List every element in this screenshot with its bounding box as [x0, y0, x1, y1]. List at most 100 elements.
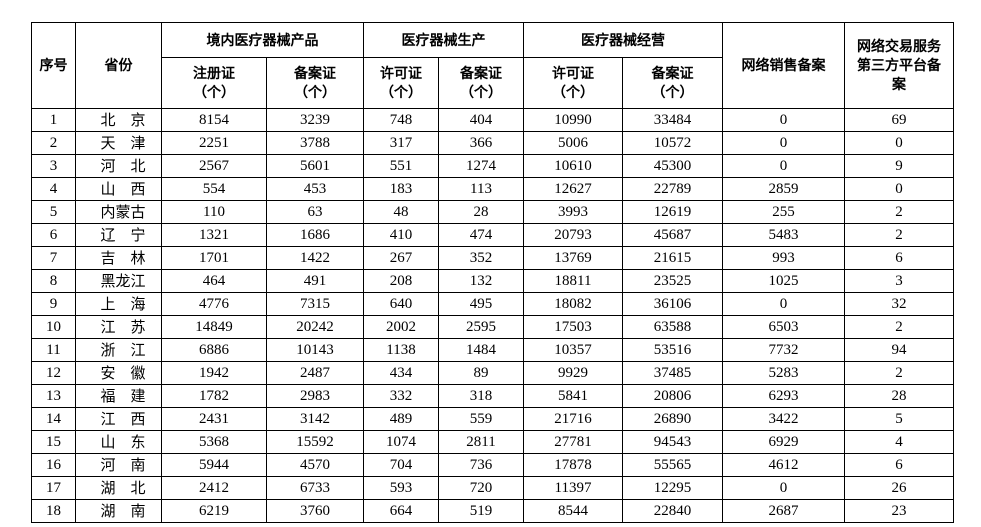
cell-registration-cert: 464 — [161, 269, 267, 293]
header-serial: 序号 — [31, 22, 76, 109]
cell-license-operation: 18811 — [523, 269, 623, 293]
cell-filing-cert-products: 3239 — [266, 108, 364, 132]
cell-filing-cert-products: 4570 — [266, 453, 364, 477]
cell-filing-cert-products: 3760 — [266, 499, 364, 523]
subheader-label: 备案证 — [651, 65, 694, 82]
cell-license-production: 551 — [363, 154, 439, 178]
row-province-name: 天津 — [75, 131, 162, 155]
cell-license-operation: 18082 — [523, 292, 623, 316]
cell-license-operation: 10357 — [523, 338, 623, 362]
cell-registration-cert: 2251 — [161, 131, 267, 155]
cell-filing-cert-production: 736 — [438, 453, 524, 477]
row-province-name: 吉林 — [75, 246, 162, 270]
table-row: 12 安徽 1942 2487 434 89 9929 37485 5283 2 — [31, 361, 954, 385]
table-row: 16 河南 5944 4570 704 736 17878 55565 4612 6 — [31, 453, 954, 477]
table-row: 6 辽宁 1321 1686 410 474 20793 45687 5483 2 — [31, 223, 954, 247]
cell-filing-cert-production: 28 — [438, 200, 524, 224]
cell-registration-cert: 5368 — [161, 430, 267, 454]
cell-license-production: 489 — [363, 407, 439, 431]
row-province-name: 黑龙江 — [75, 269, 162, 293]
subheader-filing-cert-products: 备案证 （个） — [266, 57, 364, 109]
table-body: 1 北京 8154 3239 748 404 10990 33484 0 69 2 天津 2251 378… — [31, 108, 954, 523]
cell-filing-cert-operation: 53516 — [622, 338, 723, 362]
cell-filing-cert-operation: 45300 — [622, 154, 723, 178]
cell-filing-cert-products: 10143 — [266, 338, 364, 362]
cell-license-operation: 20793 — [523, 223, 623, 247]
row-serial-number: 1 — [31, 108, 76, 132]
table-header: 序号 省份 境内医疗器械产品 医疗器械生产 医疗器械经营 网络销售备案 网络交易… — [31, 22, 954, 109]
cell-license-production: 434 — [363, 361, 439, 385]
cell-license-operation: 5006 — [523, 131, 623, 155]
cell-third-party-platform-filing: 2 — [844, 200, 954, 224]
cell-third-party-platform-filing: 9 — [844, 154, 954, 178]
cell-third-party-platform-filing: 94 — [844, 338, 954, 362]
cell-filing-cert-products: 6733 — [266, 476, 364, 500]
row-serial-number: 5 — [31, 200, 76, 224]
row-serial-number: 9 — [31, 292, 76, 316]
row-province-name: 福建 — [75, 384, 162, 408]
cell-third-party-platform-filing: 4 — [844, 430, 954, 454]
cell-third-party-platform-filing: 26 — [844, 476, 954, 500]
cell-license-production: 410 — [363, 223, 439, 247]
table-row: 8 黑龙江 464 491 208 132 18811 23525 1025 3 — [31, 269, 954, 293]
cell-filing-cert-products: 3788 — [266, 131, 364, 155]
cell-license-production: 1138 — [363, 338, 439, 362]
row-province-name: 山西 — [75, 177, 162, 201]
cell-network-sales-filing: 255 — [722, 200, 845, 224]
cell-filing-cert-production: 474 — [438, 223, 524, 247]
header-sub-row: 注册证 （个） 备案证 （个） 许可证 （个） 备案证 （个） 许可证 （个 — [32, 57, 954, 109]
cell-filing-cert-products: 2487 — [266, 361, 364, 385]
cell-registration-cert: 2412 — [161, 476, 267, 500]
cell-filing-cert-products: 1686 — [266, 223, 364, 247]
row-serial-number: 18 — [31, 499, 76, 523]
row-province-name: 湖南 — [75, 499, 162, 523]
cell-license-production: 593 — [363, 476, 439, 500]
table-row: 11 浙江 6886 10143 1138 1484 10357 53516 7732 94 — [31, 338, 954, 362]
province-label: 黑龙江 — [100, 272, 146, 290]
row-province-name: 湖北 — [75, 476, 162, 500]
cell-filing-cert-operation: 45687 — [622, 223, 723, 247]
cell-network-sales-filing: 2687 — [722, 499, 845, 523]
table-row: 3 河北 2567 5601 551 1274 10610 45300 0 9 — [31, 154, 954, 178]
subheader-unit: （个） — [294, 84, 336, 100]
province-label: 河北 — [100, 157, 146, 175]
province-label: 浙江 — [100, 341, 146, 359]
cell-license-operation: 12627 — [523, 177, 623, 201]
row-serial-number: 3 — [31, 154, 76, 178]
cell-filing-cert-products: 3142 — [266, 407, 364, 431]
cell-license-production: 267 — [363, 246, 439, 270]
header-network-sales-filing: 网络销售备案 — [722, 22, 845, 109]
cell-filing-cert-operation: 20806 — [622, 384, 723, 408]
cell-license-operation: 10990 — [523, 108, 623, 132]
cell-network-sales-filing: 6503 — [722, 315, 845, 339]
row-serial-number: 8 — [31, 269, 76, 293]
row-province-name: 北京 — [75, 108, 162, 132]
row-province-name: 辽宁 — [75, 223, 162, 247]
cell-registration-cert: 1782 — [161, 384, 267, 408]
row-province-name: 江苏 — [75, 315, 162, 339]
subheader-license-operation: 许可证 （个） — [523, 57, 623, 109]
cell-license-production: 332 — [363, 384, 439, 408]
cell-filing-cert-production: 1484 — [438, 338, 524, 362]
cell-network-sales-filing: 7732 — [722, 338, 845, 362]
cell-filing-cert-production: 559 — [438, 407, 524, 431]
cell-network-sales-filing: 4612 — [722, 453, 845, 477]
cell-license-operation: 9929 — [523, 361, 623, 385]
province-label: 辽宁 — [100, 226, 146, 244]
row-province-name: 江西 — [75, 407, 162, 431]
cell-registration-cert: 8154 — [161, 108, 267, 132]
row-serial-number: 4 — [31, 177, 76, 201]
cell-filing-cert-operation: 63588 — [622, 315, 723, 339]
cell-registration-cert: 5944 — [161, 453, 267, 477]
table-row: 9 上海 4776 7315 640 495 18082 36106 0 32 — [31, 292, 954, 316]
cell-filing-cert-products: 7315 — [266, 292, 364, 316]
cell-license-production: 748 — [363, 108, 439, 132]
cell-filing-cert-production: 495 — [438, 292, 524, 316]
cell-registration-cert: 6219 — [161, 499, 267, 523]
row-serial-number: 10 — [31, 315, 76, 339]
cell-network-sales-filing: 5283 — [722, 361, 845, 385]
subheader-label: 许可证 — [380, 65, 422, 82]
cell-third-party-platform-filing: 2 — [844, 315, 954, 339]
cell-license-production: 183 — [363, 177, 439, 201]
